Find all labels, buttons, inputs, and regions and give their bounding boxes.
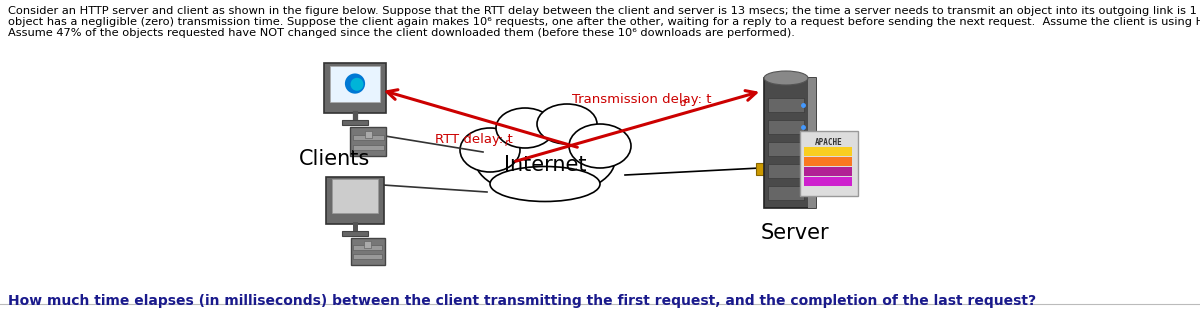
Text: Server: Server [761,223,829,243]
Circle shape [344,73,365,94]
FancyBboxPatch shape [342,231,367,236]
FancyBboxPatch shape [804,156,852,166]
Text: d: d [680,98,686,108]
FancyBboxPatch shape [365,131,372,138]
FancyBboxPatch shape [331,179,378,214]
FancyBboxPatch shape [768,142,804,156]
Circle shape [350,78,364,91]
Text: Internet: Internet [504,155,587,175]
FancyBboxPatch shape [350,237,385,265]
FancyBboxPatch shape [764,78,816,208]
Text: Consider an HTTP server and client as shown in the figure below. Suppose that th: Consider an HTTP server and client as sh… [8,6,1200,16]
Text: r: r [505,138,509,148]
FancyBboxPatch shape [353,254,382,259]
FancyBboxPatch shape [342,120,368,125]
FancyBboxPatch shape [768,98,804,112]
FancyBboxPatch shape [756,163,766,175]
FancyBboxPatch shape [325,177,384,224]
Text: object has a negligible (zero) transmission time. Suppose the client again makes: object has a negligible (zero) transmiss… [8,17,1200,27]
Ellipse shape [475,124,616,196]
FancyBboxPatch shape [768,164,804,178]
FancyBboxPatch shape [353,145,384,150]
FancyBboxPatch shape [804,167,852,175]
FancyBboxPatch shape [324,63,386,113]
FancyBboxPatch shape [364,241,371,248]
Ellipse shape [538,104,598,144]
FancyBboxPatch shape [350,127,386,155]
Text: Transmission delay: t: Transmission delay: t [572,93,712,107]
FancyBboxPatch shape [330,66,379,102]
Ellipse shape [764,71,808,85]
Text: Assume 47% of the objects requested have NOT changed since the client downloaded: Assume 47% of the objects requested have… [8,28,794,38]
Text: APACHE: APACHE [815,138,842,147]
Text: RTT delay: t: RTT delay: t [436,133,512,147]
FancyBboxPatch shape [800,131,858,195]
FancyBboxPatch shape [353,135,384,140]
Ellipse shape [569,124,631,168]
Ellipse shape [496,108,554,148]
FancyBboxPatch shape [353,245,382,250]
Text: How much time elapses (in milliseconds) between the client transmitting the firs: How much time elapses (in milliseconds) … [8,294,1036,308]
FancyBboxPatch shape [804,147,852,155]
Ellipse shape [460,128,520,172]
Ellipse shape [490,167,600,201]
FancyBboxPatch shape [768,186,804,200]
FancyBboxPatch shape [808,78,816,208]
Text: Clients: Clients [299,149,371,169]
FancyBboxPatch shape [768,120,804,134]
FancyBboxPatch shape [804,176,852,186]
